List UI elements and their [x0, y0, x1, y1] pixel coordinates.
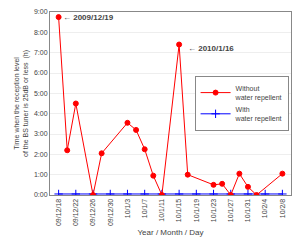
svg-text:10/1/27: 10/1/27 — [227, 199, 234, 222]
svg-text:Withoutwater repellent: Withoutwater repellent — [235, 85, 282, 102]
svg-text:09/12/22: 09/12/22 — [72, 199, 79, 226]
svg-text:10/2/4: 10/2/4 — [261, 199, 268, 219]
svg-text:10/1/31: 10/1/31 — [244, 199, 251, 222]
svg-text:10/1/23: 10/1/23 — [210, 199, 217, 222]
svg-text:Time when the reception levelo: Time when the reception levelof the BS t… — [13, 50, 30, 157]
svg-text:8:00: 8:00 — [34, 29, 48, 36]
svg-text:9:00: 9:00 — [34, 8, 48, 15]
svg-text:5:00: 5:00 — [34, 90, 48, 97]
svg-text:1:00: 1:00 — [34, 171, 48, 178]
svg-text:0:00: 0:00 — [34, 191, 48, 198]
svg-text:Year / Month / Day: Year / Month / Day — [138, 228, 204, 237]
svg-text:6:00: 6:00 — [34, 69, 48, 76]
svg-text:10/1/15: 10/1/15 — [175, 199, 182, 222]
svg-text:09/12/18: 09/12/18 — [55, 199, 62, 226]
svg-text:3:00: 3:00 — [34, 130, 48, 137]
svg-text:← 2010/1/16: ← 2010/1/16 — [188, 44, 234, 53]
svg-text:2:00: 2:00 — [34, 151, 48, 158]
svg-text:4:00: 4:00 — [34, 110, 48, 117]
svg-text:10/2/8: 10/2/8 — [279, 199, 286, 219]
svg-text:7:00: 7:00 — [34, 49, 48, 56]
svg-text:10/1/3: 10/1/3 — [124, 199, 131, 219]
svg-text:10/1/19: 10/1/19 — [193, 199, 200, 222]
svg-text:Withwater repellent: Withwater repellent — [235, 106, 282, 123]
svg-text:10/1/11: 10/1/11 — [158, 199, 165, 222]
svg-text:10/1/7: 10/1/7 — [141, 199, 148, 219]
svg-text:09/12/26: 09/12/26 — [89, 199, 96, 226]
svg-text:← 2009/12/19: ← 2009/12/19 — [63, 13, 114, 22]
svg-text:09/12/30: 09/12/30 — [107, 199, 114, 226]
